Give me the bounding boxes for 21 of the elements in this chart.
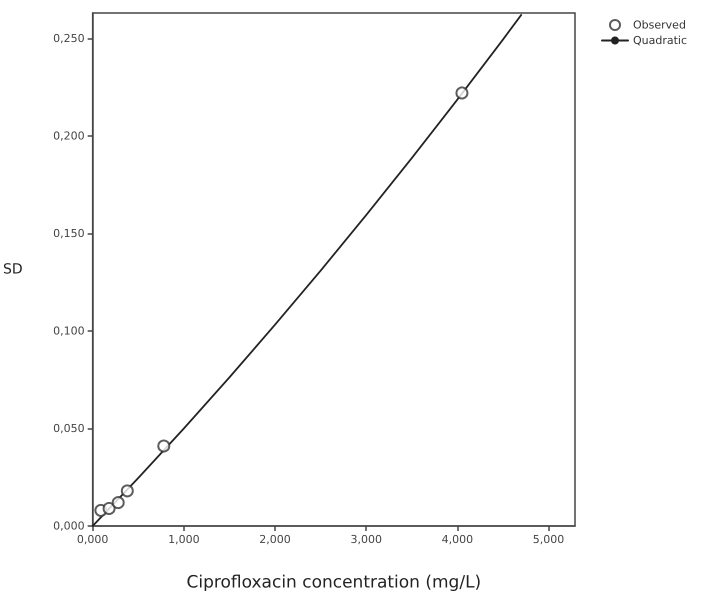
y-axis-title: SD	[2, 262, 23, 278]
legend-label: Quadratic	[633, 34, 688, 47]
y-tick-label: 0,250	[53, 32, 85, 45]
x-tick-label: 1,000	[168, 533, 200, 546]
x-tick-label: 5,000	[532, 533, 564, 546]
x-tick-label: 4,000	[442, 533, 474, 546]
x-tick-label: 2,000	[259, 533, 291, 546]
point	[120, 484, 134, 498]
point	[455, 86, 468, 100]
y-tick-label: 0,150	[53, 226, 85, 240]
point	[102, 502, 116, 515]
point	[112, 496, 125, 510]
y-tick-label: 0,000	[53, 520, 85, 532]
y-tick-label: 0,100	[53, 324, 85, 338]
y-tick-label: 0,200	[53, 129, 85, 142]
legend-label: Observed	[633, 18, 686, 32]
y-tick-label: 0,050	[53, 422, 85, 435]
x-tick-label: 0,000	[76, 533, 108, 546]
point	[157, 440, 170, 453]
x-tick-label: 3,000	[350, 533, 382, 546]
x-axis-title: Ciprofloxacin concentration (mg/L)	[186, 572, 482, 592]
